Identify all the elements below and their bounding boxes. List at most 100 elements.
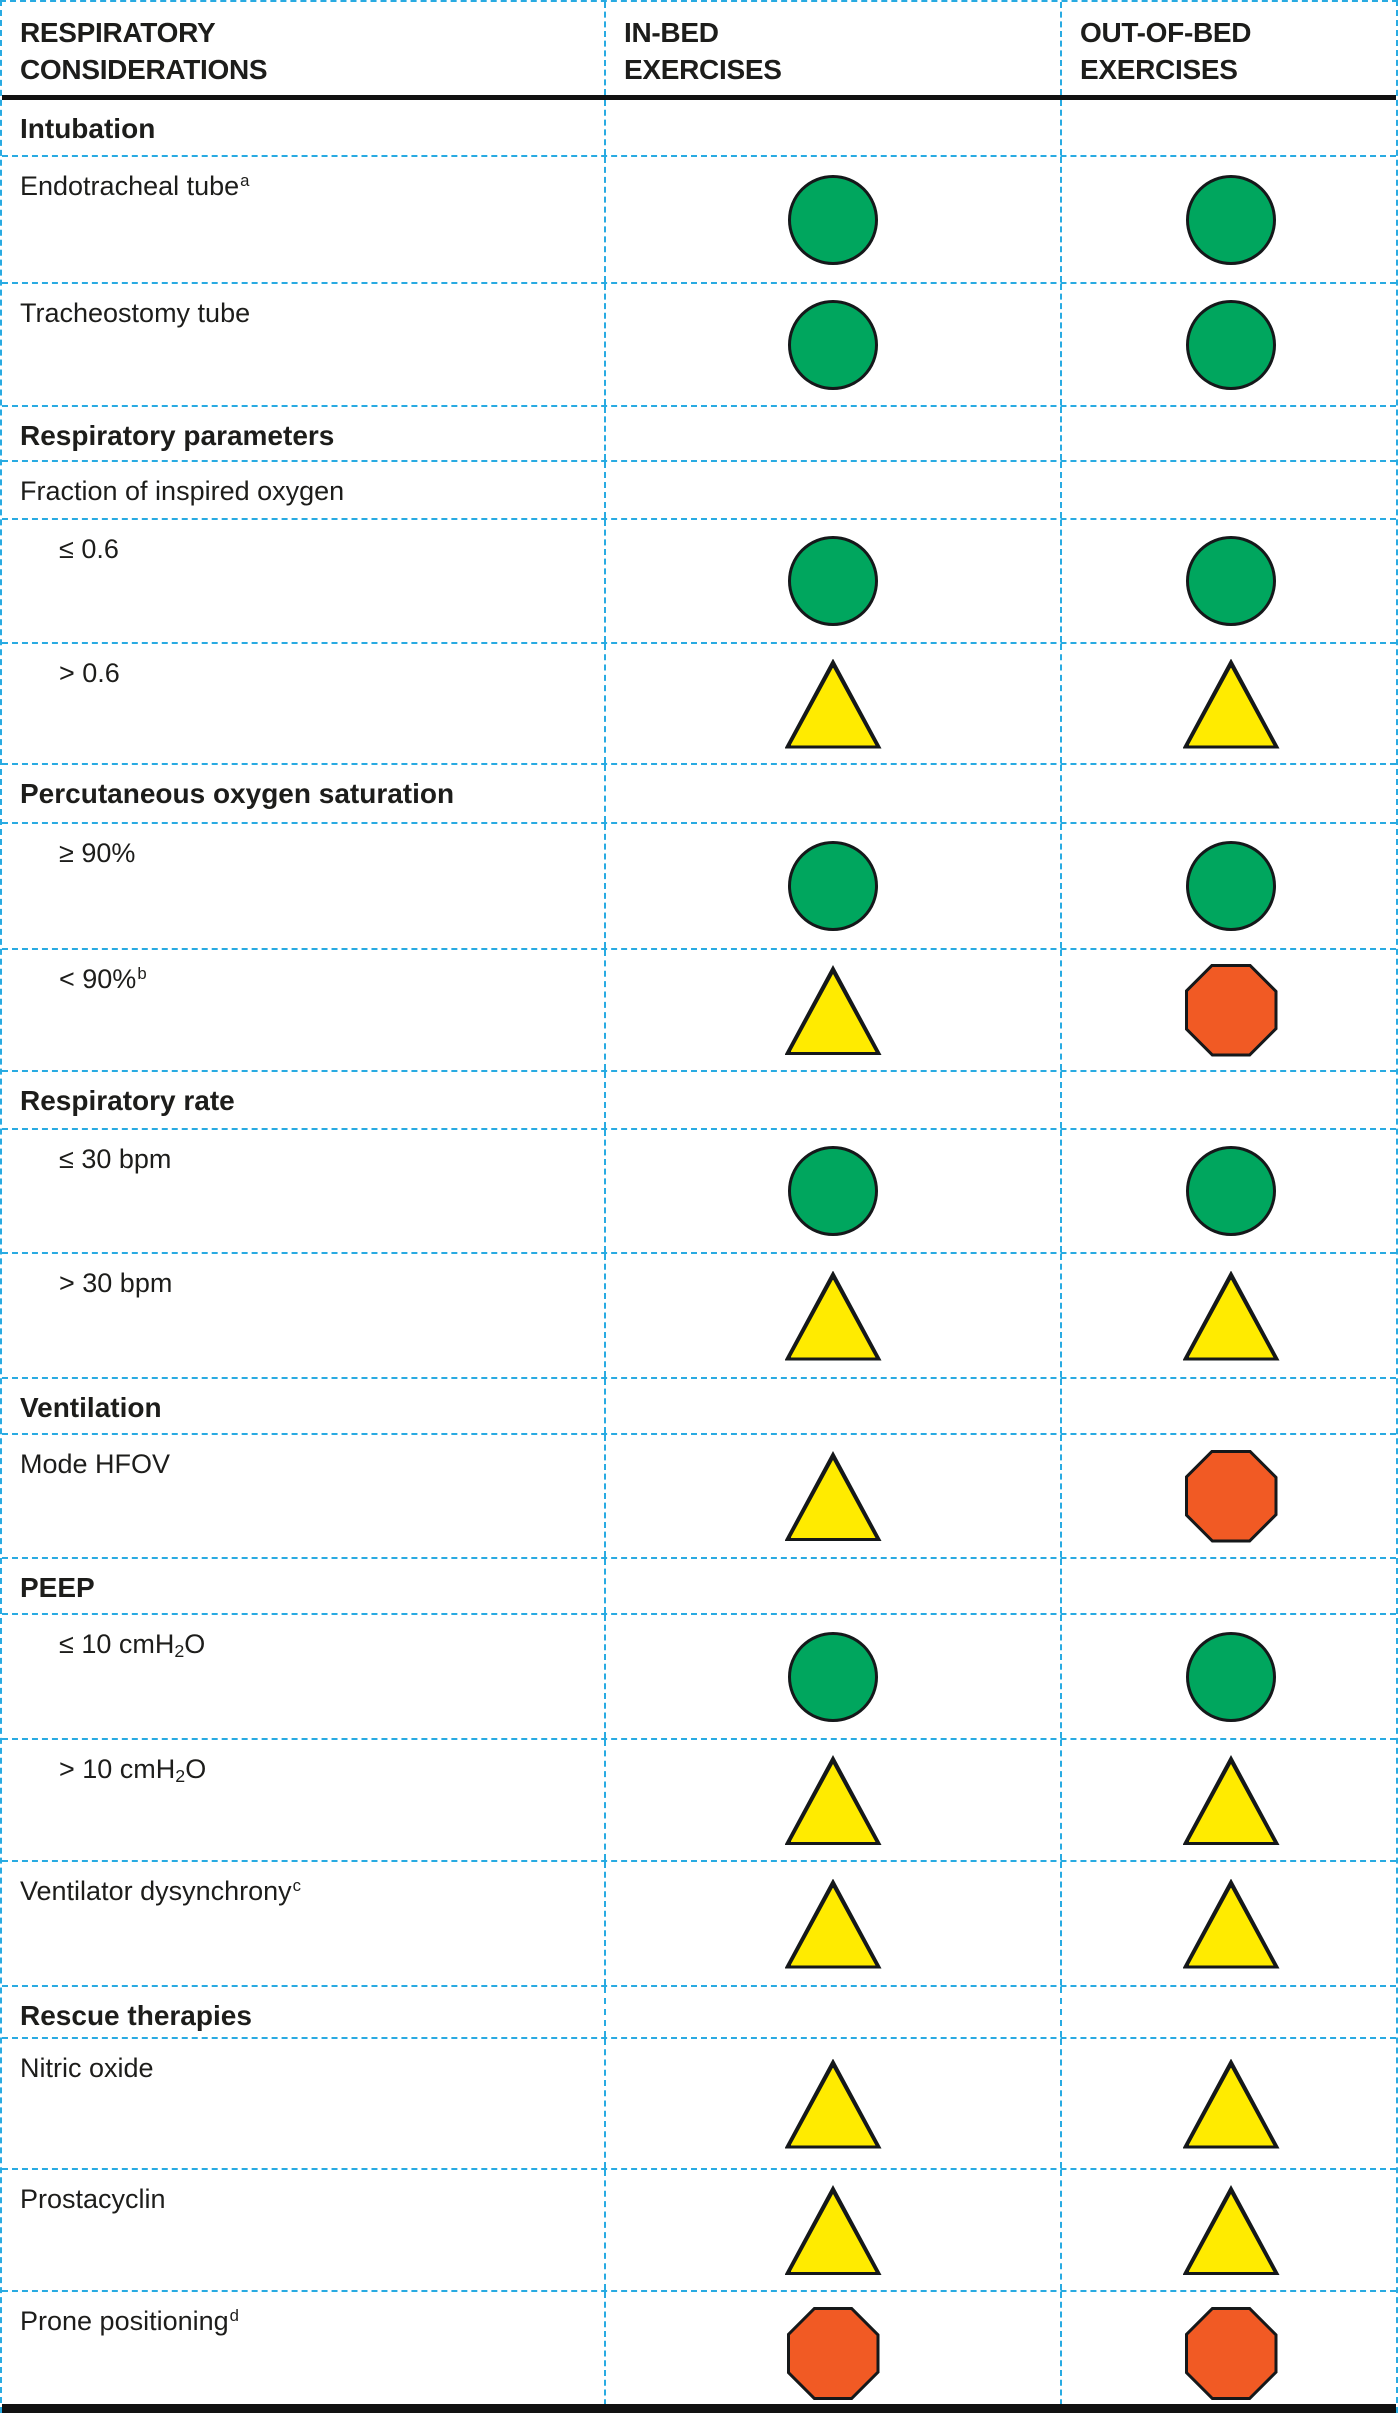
row-label-cell: ≤ 30 bpm	[2, 1130, 606, 1252]
row-label-cell: Intubation	[2, 100, 606, 155]
row-label: > 0.6	[59, 658, 120, 688]
row-fraction-of-inspired-oxygen: Fraction of inspired oxygen	[2, 462, 1396, 520]
row-label-cell: Respiratory parameters	[2, 407, 606, 460]
row-percutaneous-oxygen-saturation: Percutaneous oxygen saturation	[2, 765, 1396, 824]
yellow-triangle-icon	[1182, 1270, 1280, 1361]
out-of-bed-cell	[1062, 1740, 1396, 1860]
row-label-cell: Percutaneous oxygen saturation	[2, 765, 606, 822]
row-label: ≤ 0.6	[59, 534, 119, 564]
out-of-bed-cell	[1062, 1254, 1396, 1377]
green-circle-icon	[1186, 536, 1276, 626]
in-bed-cell	[606, 1254, 1062, 1377]
subscript: 2	[175, 1765, 186, 1786]
out-of-bed-cell	[1062, 1987, 1396, 2037]
section-label: Respiratory parameters	[20, 420, 335, 451]
row-nitric-oxide: Nitric oxide	[2, 2039, 1396, 2170]
in-bed-cell	[606, 1072, 1062, 1128]
row-label-cell: Mode HFOV	[2, 1435, 606, 1557]
out-of-bed-cell	[1062, 950, 1396, 1070]
green-circle-icon	[788, 299, 878, 390]
row-label: Ventilator dysynchronyc	[20, 1875, 302, 1906]
row-rr-le-30-bpm: ≤ 30 bpm	[2, 1130, 1396, 1254]
yellow-triangle-icon	[1182, 2185, 1280, 2275]
red-octagon-icon	[1184, 1449, 1278, 1543]
section-label: Percutaneous oxygen saturation	[20, 778, 455, 809]
row-label: ≤ 30 bpm	[59, 1144, 172, 1174]
row-label: > 10 cmH2O	[59, 1754, 207, 1786]
out-of-bed-cell	[1062, 2039, 1396, 2168]
row-label: Nitric oxide	[20, 2053, 154, 2083]
in-bed-cell	[606, 284, 1062, 405]
row-spo2-lt-90: < 90%b	[2, 950, 1396, 1072]
footnote-marker: a	[240, 170, 250, 190]
bottom-rule	[2, 2404, 1396, 2413]
row-label-cell: PEEP	[2, 1559, 606, 1613]
in-bed-cell	[606, 407, 1062, 460]
green-circle-icon	[788, 841, 878, 931]
row-fio2-gt-0-6: > 0.6	[2, 644, 1396, 765]
col-header-line: CONSIDERATIONS	[20, 54, 268, 85]
row-ventilator-dysynchrony: Ventilator dysynchronyc	[2, 1862, 1396, 1987]
out-of-bed-cell	[1062, 1559, 1396, 1613]
green-circle-icon	[1186, 1146, 1276, 1236]
in-bed-cell	[606, 1740, 1062, 1860]
section-label: Respiratory rate	[20, 1085, 235, 1116]
red-octagon-icon	[786, 2307, 880, 2400]
row-label-cell: Prone positioningd	[2, 2292, 606, 2413]
col-header-respiratory-considerations: RESPIRATORY CONSIDERATIONS	[2, 2, 606, 95]
yellow-triangle-icon	[784, 1755, 882, 1845]
section-label: Rescue therapies	[20, 2000, 252, 2031]
yellow-triangle-icon	[1182, 1755, 1280, 1845]
in-bed-cell	[606, 1435, 1062, 1557]
out-of-bed-cell	[1062, 100, 1396, 155]
row-label: Endotracheal tubea	[20, 170, 250, 201]
in-bed-cell	[606, 520, 1062, 642]
green-circle-icon	[788, 1631, 878, 1722]
row-endotracheal-tube: Endotracheal tubea	[2, 157, 1396, 284]
in-bed-cell	[606, 1862, 1062, 1985]
in-bed-cell	[606, 100, 1062, 155]
row-label-cell: > 0.6	[2, 644, 606, 763]
col-header-line: IN-BED	[624, 17, 719, 48]
row-label: Tracheostomy tube	[20, 298, 251, 328]
row-mode-hfov: Mode HFOV	[2, 1435, 1396, 1559]
section-label: PEEP	[20, 1572, 95, 1603]
yellow-triangle-icon	[784, 2185, 882, 2275]
col-header-out-of-bed-exercises: OUT-OF-BED EXERCISES	[1062, 2, 1396, 95]
row-label-cell: ≥ 90%	[2, 824, 606, 948]
row-respiratory-rate: Respiratory rate	[2, 1072, 1396, 1130]
row-rescue-therapies: Rescue therapies	[2, 1987, 1396, 2039]
row-label: Fraction of inspired oxygen	[20, 476, 345, 506]
row-label-cell: < 90%b	[2, 950, 606, 1070]
row-label: Mode HFOV	[20, 1449, 171, 1479]
yellow-triangle-icon	[784, 1451, 882, 1541]
in-bed-cell	[606, 824, 1062, 948]
red-octagon-icon	[1184, 2307, 1278, 2400]
row-intubation: Intubation	[2, 100, 1396, 157]
yellow-triangle-icon	[784, 1270, 882, 1361]
row-peep: PEEP	[2, 1559, 1396, 1615]
yellow-triangle-icon	[1182, 1878, 1280, 1969]
green-circle-icon	[1186, 1631, 1276, 1722]
section-label: Ventilation	[20, 1392, 162, 1423]
row-fio2-le-0-6: ≤ 0.6	[2, 520, 1396, 644]
row-peep-gt-10-cmh2o: > 10 cmH2O	[2, 1740, 1396, 1862]
footnote-marker: b	[137, 963, 147, 983]
yellow-triangle-icon	[784, 2058, 882, 2149]
out-of-bed-cell	[1062, 520, 1396, 642]
col-header-line: OUT-OF-BED	[1080, 17, 1252, 48]
green-circle-icon	[1186, 299, 1276, 390]
row-label: Prone positioningd	[20, 2305, 239, 2336]
in-bed-cell	[606, 765, 1062, 822]
row-label-cell: Rescue therapies	[2, 1987, 606, 2037]
row-peep-le-10-cmh2o: ≤ 10 cmH2O	[2, 1615, 1396, 1740]
table-header-row: RESPIRATORY CONSIDERATIONS IN-BED EXERCI…	[2, 2, 1396, 100]
yellow-triangle-icon	[1182, 2058, 1280, 2149]
row-label-cell: ≤ 10 cmH2O	[2, 1615, 606, 1738]
in-bed-cell	[606, 950, 1062, 1070]
in-bed-cell	[606, 2292, 1062, 2413]
green-circle-icon	[788, 1146, 878, 1236]
col-header-in-bed-exercises: IN-BED EXERCISES	[606, 2, 1062, 95]
row-label: < 90%b	[59, 963, 147, 994]
